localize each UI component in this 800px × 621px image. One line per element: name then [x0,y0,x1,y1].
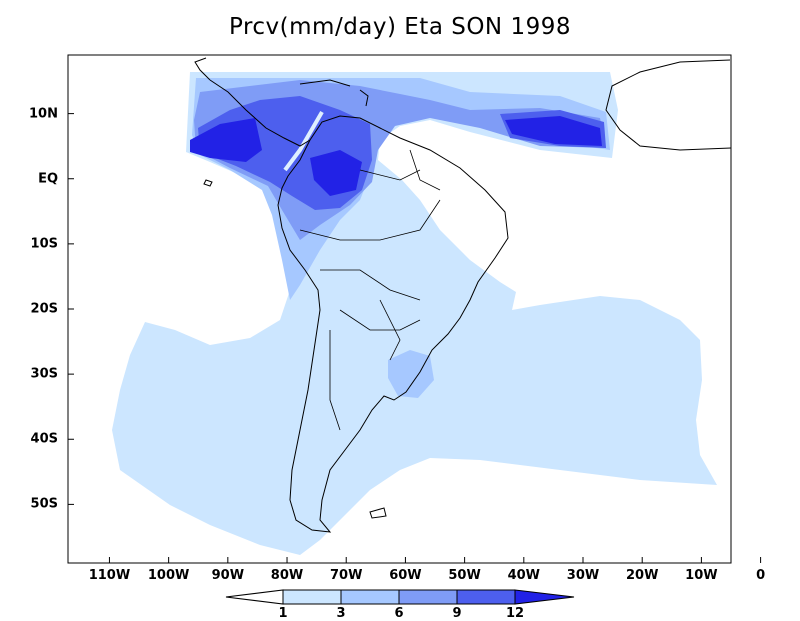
colorbar-over-triangle [514,589,575,605]
x-tick-label: 30W [566,568,600,583]
x-tick-label: 20W [625,568,659,583]
x-tick-label: 100W [147,568,190,583]
y-tick-label: 40S [30,431,58,447]
y-tick-label: 20S [30,301,58,317]
precip-band-1-3 [112,72,717,555]
y-tick-label: 10N [29,106,58,122]
colorbar-level-label: 6 [394,606,404,621]
colorbar-level-label: 3 [336,606,346,621]
precip-band-over-12-atlantic [505,116,602,146]
colorbar-level-label: 9 [452,606,462,621]
precip-band-over-12-amazon [310,150,362,196]
x-tick-label: 110W [88,568,131,583]
andes-streak [283,110,324,172]
x-tick-label: 70W [330,568,363,583]
colorbar-box [282,589,342,605]
colorbar-level-label: 12 [505,606,525,621]
country-borders [299,149,441,431]
y-tick-label: EQ [38,171,58,187]
x-tick-label: 90W [211,568,245,583]
colorbar-box [340,589,400,605]
precipitation-field [112,57,731,555]
x-tick-label: 60W [389,568,422,583]
x-tick-label: 80W [270,568,304,583]
map-title: Prcv(mm/day) Eta SON 1998 [228,14,571,40]
y-tick-label: 10S [30,236,58,252]
x-tick-label: 0 [756,568,766,583]
x-tick-label: 50W [448,568,481,583]
x-tick-label: 40W [507,568,541,583]
colorbar-under-triangle [225,589,284,605]
tick-marks [68,113,762,563]
colorbar [225,589,575,605]
precip-band-3-6-south [388,350,434,398]
y-tick-label: 50S [30,496,58,512]
colorbar-box [456,589,516,605]
precip-band-over-12 [190,118,262,162]
x-tick-label: 10W [685,568,718,583]
coastlines [194,57,731,533]
colorbar-box [398,589,458,605]
colorbar-level-label: 1 [278,606,288,621]
y-tick-label: 30S [30,366,58,382]
